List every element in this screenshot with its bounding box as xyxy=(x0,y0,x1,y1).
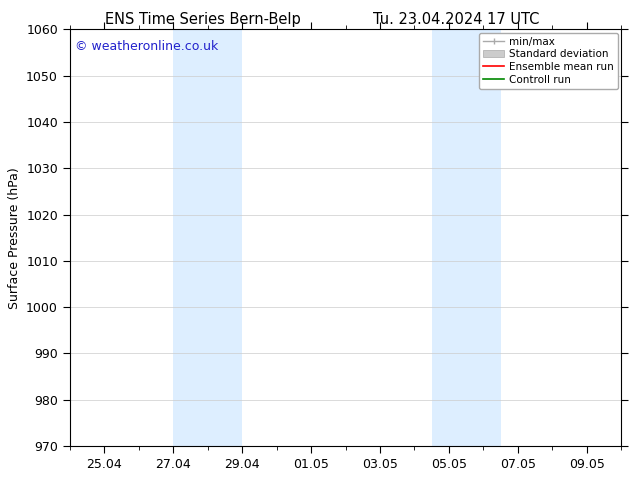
Bar xyxy=(432,29,501,446)
Text: © weatheronline.co.uk: © weatheronline.co.uk xyxy=(75,40,219,53)
Legend: min/max, Standard deviation, Ensemble mean run, Controll run: min/max, Standard deviation, Ensemble me… xyxy=(479,32,618,89)
Text: Tu. 23.04.2024 17 UTC: Tu. 23.04.2024 17 UTC xyxy=(373,12,540,27)
Text: ENS Time Series Bern-Belp: ENS Time Series Bern-Belp xyxy=(105,12,301,27)
Y-axis label: Surface Pressure (hPa): Surface Pressure (hPa) xyxy=(8,167,20,309)
Bar xyxy=(173,29,242,446)
